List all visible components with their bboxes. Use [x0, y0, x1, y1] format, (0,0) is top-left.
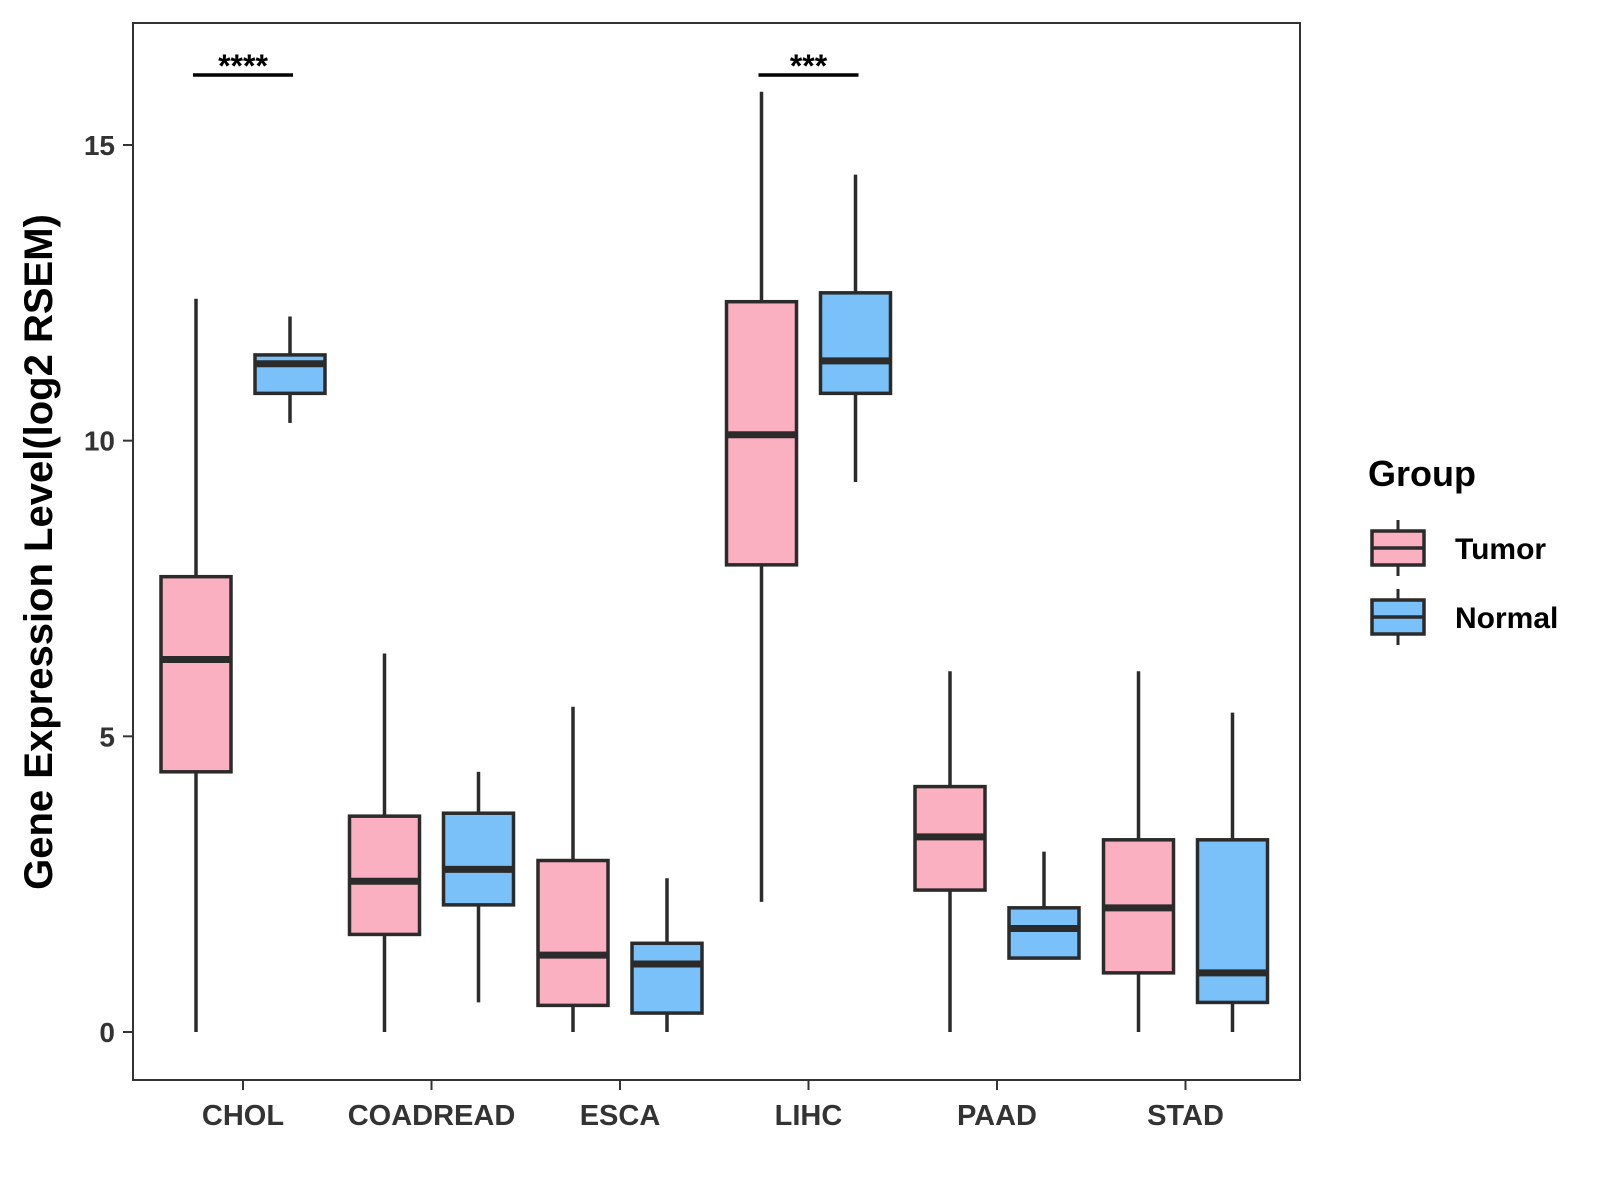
box-body — [347, 814, 422, 937]
box-tumor-coadread — [347, 653, 422, 1032]
box-normal-paad — [1007, 851, 1081, 960]
box-body — [159, 574, 233, 774]
legend-item-tumor: Tumor — [1370, 520, 1546, 576]
y-tick-label: 10 — [84, 426, 115, 457]
box-tumor-chol — [159, 298, 233, 1032]
box-tumor-lihc — [724, 91, 799, 902]
box-body — [1007, 906, 1081, 960]
legend-item-normal: Normal — [1370, 589, 1558, 645]
y-tick-label: 15 — [84, 130, 115, 161]
legend-title: Group — [1368, 453, 1476, 494]
box-normal-chol — [253, 316, 327, 423]
panel-border — [132, 22, 1301, 1081]
y-tick-label: 0 — [99, 1017, 115, 1048]
box-body — [818, 291, 893, 396]
box-normal-coadread — [441, 771, 516, 1003]
significance-label: *** — [790, 48, 828, 84]
x-tick-label: CHOL — [202, 1100, 284, 1132]
significance-label: **** — [218, 48, 268, 84]
box-tumor-esca — [536, 706, 610, 1032]
box-body — [1195, 838, 1270, 1005]
legend-label: Normal — [1455, 602, 1558, 635]
x-tick-label: ESCA — [580, 1100, 661, 1132]
x-tick-label: PAAD — [957, 1100, 1037, 1132]
box-tumor-paad — [913, 671, 987, 1032]
box-normal-stad — [1195, 712, 1270, 1032]
x-tick-label: COADREAD — [348, 1100, 516, 1132]
box-normal-lihc — [818, 174, 893, 483]
box-tumor-stad — [1101, 671, 1176, 1032]
x-tick-label: LIHC — [775, 1100, 843, 1132]
box-body — [536, 858, 610, 1008]
y-axis-title: Gene Expression Level(log2 RSEM) — [17, 214, 61, 890]
legend-label: Tumor — [1455, 533, 1546, 566]
x-tick-label: STAD — [1147, 1100, 1224, 1132]
box-body — [441, 811, 516, 907]
box-normal-esca — [630, 878, 704, 1032]
y-tick-label: 5 — [99, 721, 115, 752]
legend: Group Tumor Normal — [1368, 453, 1558, 645]
box-body — [630, 941, 704, 1015]
